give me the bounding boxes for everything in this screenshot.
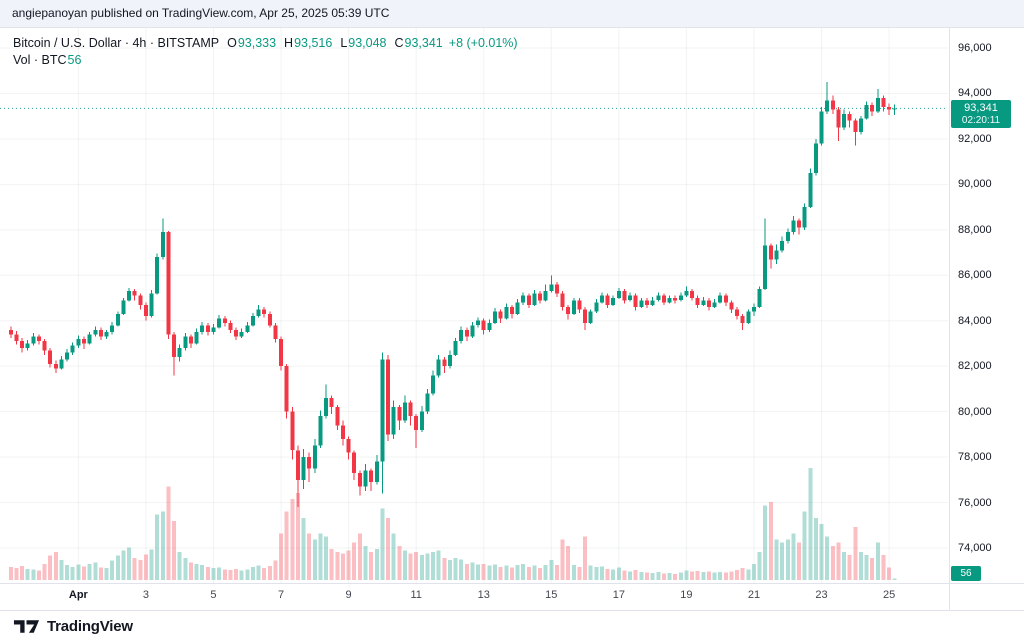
time-scale-label: 13 (477, 589, 490, 601)
price-scale-label: 82,000 (958, 360, 992, 373)
time-scale-label: 21 (747, 589, 761, 601)
time-scale-label: 17 (612, 589, 625, 601)
price-scale-label: 78,000 (958, 451, 992, 464)
last-price-badge: 93,341 02:20:11 (951, 100, 1011, 129)
time-scale-label: 19 (680, 589, 693, 601)
time-scale-label: Apr (68, 589, 88, 601)
low-label: L (340, 35, 348, 50)
low-value: 93,048 (348, 35, 387, 50)
price-scale-label: 94,000 (958, 87, 992, 100)
price-scale-label: 86,000 (958, 269, 992, 282)
time-scale-label: 9 (345, 589, 352, 601)
high-value: 93,516 (294, 35, 333, 50)
price-scale-label: 96,000 (958, 42, 992, 54)
time-scale-label: 3 (142, 589, 149, 601)
attribution-bar: angiepanoyan published on TradingView.co… (0, 0, 1024, 28)
price-scale-label: 88,000 (958, 223, 992, 236)
volume-label: Vol · BTC (13, 52, 67, 67)
volume-row[interactable]: Vol · BTC 56 (13, 51, 518, 68)
price-scale-label: 92,000 (958, 132, 992, 145)
volume-value: 56 (67, 52, 82, 67)
price-scale-label: 84,000 (958, 314, 992, 327)
time-scale-label: 5 (210, 589, 217, 601)
footer-bar: TradingView (0, 611, 1024, 641)
volume-badge: 56 (951, 566, 981, 581)
time-scale-label: 25 (882, 589, 896, 601)
attribution-text: angiepanoyan published on TradingView.co… (12, 6, 390, 20)
last-price-value: 93,341 (964, 102, 998, 115)
high-label: H (284, 35, 294, 50)
price-scale-label: 90,000 (958, 178, 992, 191)
time-scale-label: 7 (277, 589, 285, 601)
tradingview-brand-text[interactable]: TradingView (47, 617, 133, 635)
open-value: 93,333 (237, 35, 277, 50)
time-scale-label: 23 (815, 589, 828, 601)
price-scale-label: 74,000 (958, 542, 992, 554)
candle-countdown: 02:20:11 (961, 115, 1001, 127)
price-scale-label: 76,000 (958, 496, 992, 509)
open-label: O (227, 35, 237, 50)
time-scale-label: 15 (545, 589, 558, 601)
change-value: +8 (+0.01%) (448, 35, 518, 50)
close-label: C (394, 35, 404, 50)
symbol-title: Bitcoin / U.S. Dollar · 4h · BITSTAMP (13, 35, 220, 50)
close-value: 93,341 (404, 35, 443, 50)
tradingview-logo-icon[interactable] (13, 618, 40, 634)
price-scale-label: 80,000 (958, 405, 992, 418)
time-scale-label: 11 (410, 589, 422, 601)
